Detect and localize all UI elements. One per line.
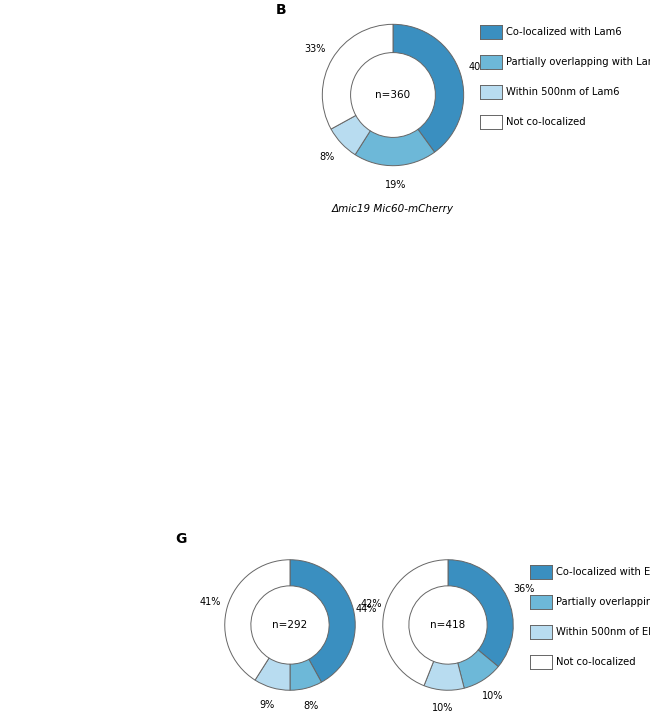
Wedge shape [355, 129, 435, 166]
Wedge shape [290, 659, 322, 690]
Text: 8%: 8% [303, 701, 318, 711]
Text: 42%: 42% [360, 600, 382, 610]
Text: 8%: 8% [319, 152, 335, 162]
Text: 19%: 19% [385, 180, 406, 190]
Text: n=418: n=418 [430, 620, 465, 630]
Wedge shape [383, 560, 448, 686]
Text: B: B [276, 3, 287, 17]
Wedge shape [322, 24, 393, 129]
Text: n=360: n=360 [376, 90, 411, 100]
Text: Δmic19 Mic60-mCherry: Δmic19 Mic60-mCherry [332, 204, 454, 214]
Text: Co-localized with Lam6: Co-localized with Lam6 [506, 27, 621, 37]
Text: 41%: 41% [199, 597, 220, 607]
Wedge shape [290, 560, 356, 682]
Wedge shape [255, 658, 290, 690]
Text: Not co-localized: Not co-localized [506, 117, 586, 127]
Wedge shape [393, 24, 463, 152]
Text: Within 500nm of ERMES: Within 500nm of ERMES [556, 627, 650, 637]
Text: 9%: 9% [259, 700, 274, 710]
Text: Partially overlapping with ERMES: Partially overlapping with ERMES [556, 597, 650, 607]
Text: Co-localized with ERMES: Co-localized with ERMES [556, 567, 650, 577]
Wedge shape [458, 650, 499, 688]
Text: 33%: 33% [304, 44, 326, 54]
Wedge shape [448, 560, 514, 666]
Wedge shape [225, 560, 290, 680]
Wedge shape [331, 116, 370, 154]
Text: Not co-localized: Not co-localized [556, 657, 636, 667]
Text: G: G [175, 532, 186, 546]
Text: 44%: 44% [356, 605, 376, 615]
Text: 10%: 10% [482, 691, 504, 701]
Text: 10%: 10% [432, 704, 454, 714]
Text: 36%: 36% [513, 584, 534, 595]
Text: Partially overlapping with Lam6: Partially overlapping with Lam6 [506, 57, 650, 67]
Text: 40%: 40% [469, 62, 489, 72]
Text: n=292: n=292 [272, 620, 307, 630]
Text: Within 500nm of Lam6: Within 500nm of Lam6 [506, 87, 619, 97]
Wedge shape [424, 661, 464, 690]
